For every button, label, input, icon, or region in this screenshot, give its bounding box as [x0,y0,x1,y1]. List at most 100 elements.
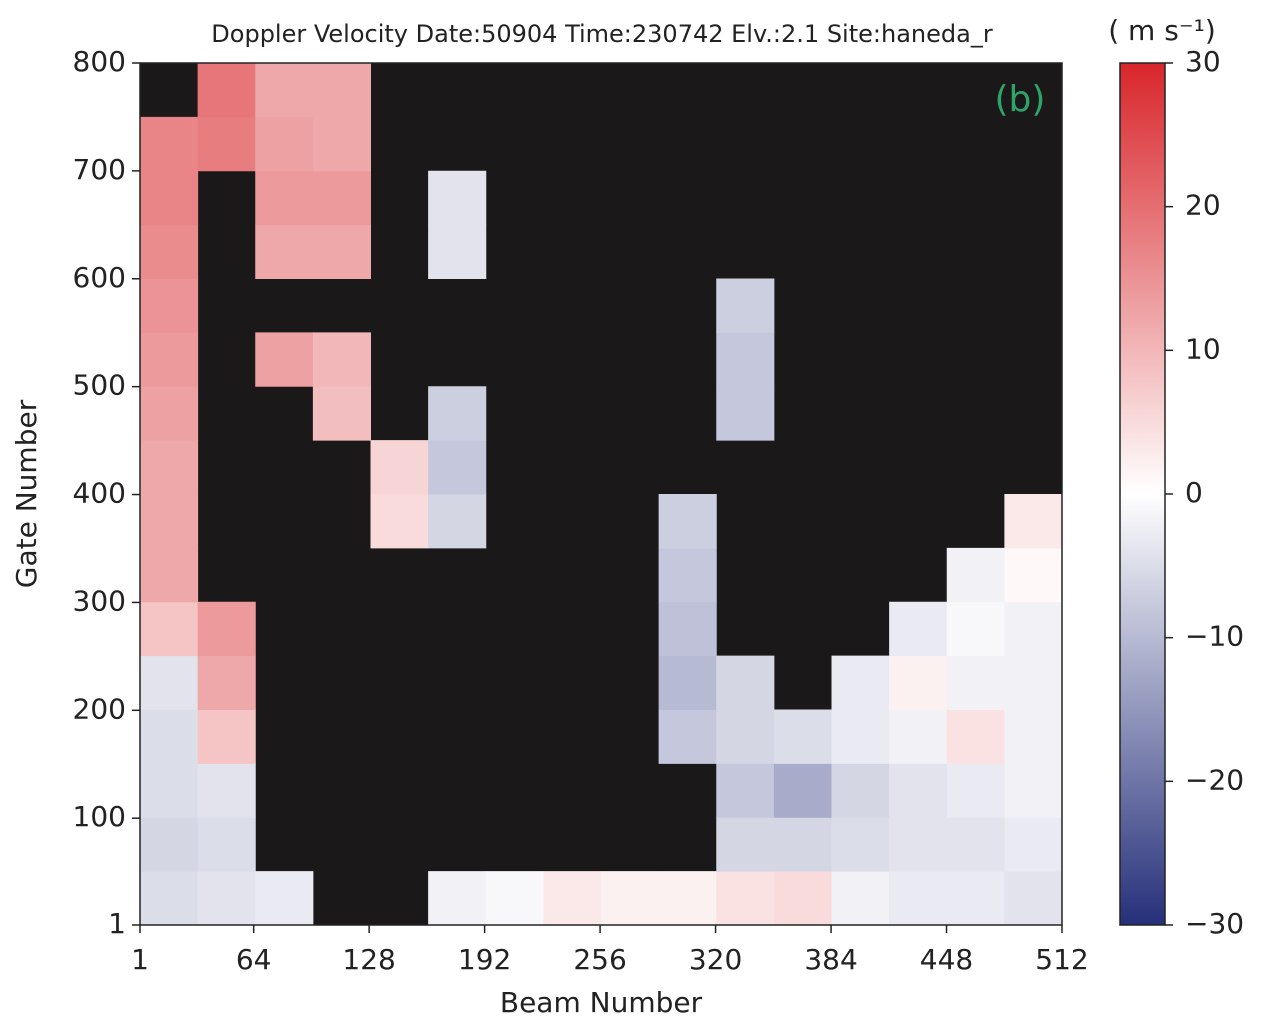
heatmap-cell [312,63,371,118]
heatmap-cell [140,224,199,279]
x-tick-label: 1 [131,943,149,976]
heatmap-cell [889,871,948,926]
heatmap-cell [658,655,717,710]
heatmap-cell [197,655,256,710]
heatmap-cell [889,709,948,764]
heatmap-cell [946,709,1005,764]
y-tick-label: 600 [73,261,126,294]
x-tick-label: 512 [1035,943,1088,976]
heatmap-cell [1004,763,1063,818]
heatmap-cell [428,871,487,926]
heatmap-cell [485,871,544,926]
heatmap-cell [831,871,890,926]
heatmap-cell [716,709,775,764]
heatmap-cell [658,547,717,603]
x-tick-label: 128 [342,943,395,976]
heatmap-cell [773,709,832,764]
heatmap-cell [197,116,256,172]
heatmap-cell [428,224,487,279]
y-tick-label: 700 [73,153,126,186]
heatmap-cell [716,332,775,387]
heatmap-cell [658,494,717,549]
x-tick-label: 320 [689,943,742,976]
heatmap-cell [716,386,775,441]
heatmap-cell [1004,871,1063,926]
x-axis-label: Beam Number [500,986,703,1019]
colorbar [1119,62,1166,926]
colorbar-label: ( m s⁻¹) [1108,14,1216,47]
heatmap-cell [370,494,429,549]
heatmap-cell [658,601,717,657]
y-tick-label: 800 [73,45,126,78]
y-tick-label: 100 [73,800,126,833]
y-axis-label: Gate Number [10,399,43,588]
heatmap-cell [197,601,256,657]
heatmap-cell [197,763,256,818]
heatmap-cell [1004,655,1063,710]
heatmap-cell [197,817,256,872]
heatmap-cell [140,386,199,441]
y-tick-label: 500 [73,369,126,402]
colorbar-tick-label: 0 [1185,476,1203,509]
heatmap-cell [716,763,775,818]
y-tick-label: 1 [108,907,126,940]
y-tick-label: 200 [73,692,126,725]
heatmap-cell [312,386,371,441]
heatmap-cell [312,170,371,226]
heatmap-cell [370,440,429,495]
heatmap-cell [140,871,199,926]
heatmap-cell [946,601,1005,657]
heatmap-cell [140,170,199,226]
heatmap-cell [140,817,199,872]
heatmap-cell [140,601,199,657]
heatmap-cell [312,116,371,172]
heatmap-cell [658,709,717,764]
heatmap-cell [946,763,1005,818]
colorbar-tick-label: −30 [1185,907,1244,940]
heatmap-cell [601,871,660,926]
colorbar-tick-label: 10 [1185,332,1221,365]
heatmap-cell [140,494,199,549]
heatmap-cell [255,63,314,118]
heatmap-cell [312,224,371,279]
x-tick-label: 448 [920,943,973,976]
heatmap-cell [255,224,314,279]
x-tick-label: 384 [804,943,857,976]
heatmap-cell [428,170,487,226]
heatmap-cell [889,817,948,872]
heatmap-cell [1004,547,1063,603]
heatmap-cell [255,116,314,172]
heatmap-cell [889,763,948,818]
heatmap-cell [255,332,314,387]
heatmap-cell [197,63,256,118]
x-tick-label: 256 [573,943,626,976]
heatmap-cell [716,655,775,710]
heatmap-cell [140,655,199,710]
heatmap-cell [716,817,775,872]
heatmap-cell [140,763,199,818]
x-tick-label: 192 [458,943,511,976]
heatmap-cell [543,871,602,926]
heatmap-cell [428,386,487,441]
heatmap-cell [831,655,890,710]
heatmap-cell [1004,494,1063,549]
heatmap-cell [140,440,199,495]
heatmap-cell [946,547,1005,603]
heatmap-cell [889,601,948,657]
colorbar-tick-label: 20 [1185,189,1221,222]
heatmap-cell [946,871,1005,926]
heatmap-cell [658,871,717,926]
colorbar-tick-label: −10 [1185,620,1244,653]
heatmap-cell [716,871,775,926]
heatmap-cell [428,440,487,495]
heatmap-cell [946,817,1005,872]
colorbar-tick-label: 30 [1185,45,1221,78]
x-tick-label: 64 [236,943,272,976]
heatmap-cell [197,871,256,926]
heatmap-cell [197,709,256,764]
colorbar-tick-label: −20 [1185,763,1244,796]
panel-label: (b) [995,79,1046,120]
heatmap-cell [889,655,948,710]
